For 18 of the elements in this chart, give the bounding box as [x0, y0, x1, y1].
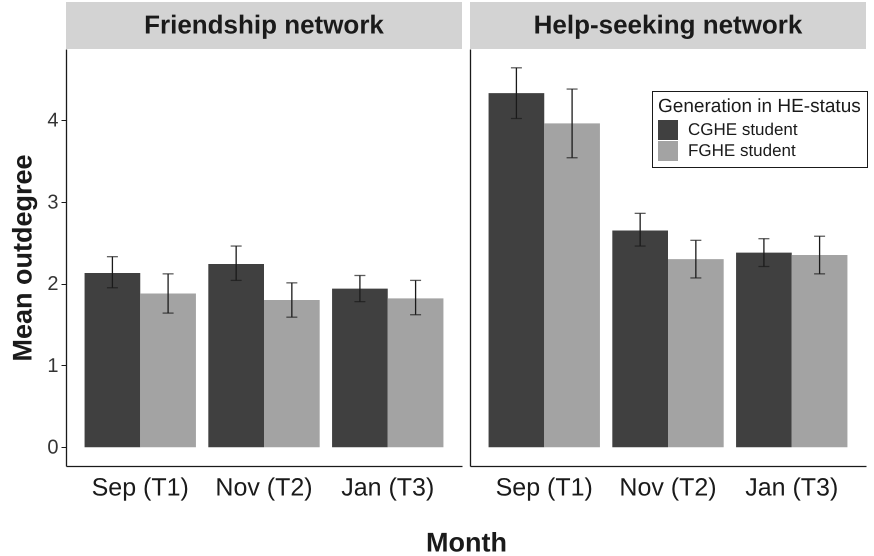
legend-label: CGHE student	[688, 120, 798, 139]
y-tick-label: 3	[47, 191, 58, 214]
legend-label: FGHE student	[688, 141, 796, 160]
x-tick-label: Sep (T1)	[92, 474, 189, 502]
x-tick-label: Sep (T1)	[496, 474, 593, 502]
x-tick-label: Nov (T2)	[619, 474, 717, 502]
y-tick-label: 2	[47, 273, 58, 296]
legend-title: Generation in HE-status	[658, 96, 861, 117]
chart-title: Friendship network	[144, 10, 384, 40]
x-tick-label: Jan (T3)	[745, 474, 838, 502]
x-tick-label: Nov (T2)	[215, 474, 313, 502]
y-tick-label: 1	[47, 354, 58, 377]
y-tick-label: 4	[47, 110, 58, 132]
x-tick-label: Jan (T3)	[341, 474, 434, 502]
y-axis-title: Mean outdegree	[7, 154, 38, 362]
x-axis-title: Month	[426, 528, 507, 556]
chart-title: Help-seeking network	[534, 10, 803, 40]
y-tick-label: 0	[47, 436, 58, 459]
